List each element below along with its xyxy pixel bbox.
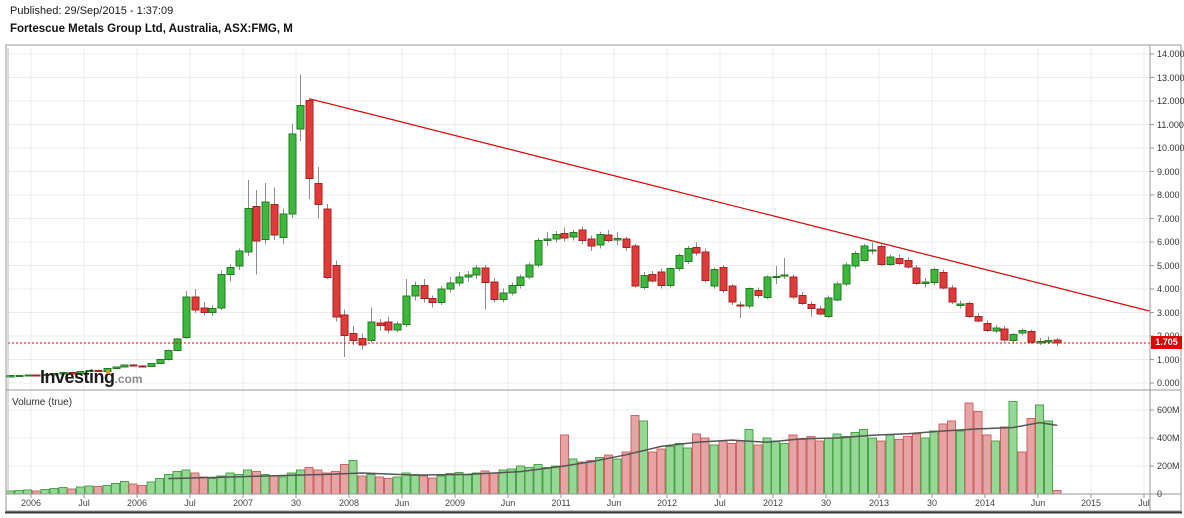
price-tick-label: 0.000 xyxy=(1157,378,1180,388)
price-tick-label: 11.000 xyxy=(1157,119,1184,130)
price-tick-label: 4.000 xyxy=(1157,284,1180,294)
volume-tick-label: 600M xyxy=(1157,405,1180,415)
time-tick-label: 2015 xyxy=(1080,498,1102,508)
price-tick-label: 6.000 xyxy=(1157,237,1180,247)
time-tick-label: 2013 xyxy=(868,498,890,508)
time-tick-label: Jun xyxy=(500,498,516,508)
price-tick-label: 14.000 xyxy=(1157,49,1184,59)
price-tick-label: 10.000 xyxy=(1157,143,1184,153)
time-tick-label: Jul xyxy=(184,498,196,508)
price-tick-label: 12.000 xyxy=(1157,96,1184,106)
price-tick-label: 8.000 xyxy=(1157,190,1180,200)
time-tick-label: 2012 xyxy=(762,498,784,508)
volume-tick-label: 0 xyxy=(1157,489,1163,499)
volume-tick-label: 200M xyxy=(1157,461,1180,471)
last-price-tag: 1.705 xyxy=(1151,336,1182,349)
time-tick-label: Jul xyxy=(78,498,90,508)
time-tick-label: Jul xyxy=(714,498,726,508)
price-tick-label: 9.000 xyxy=(1157,166,1180,177)
investing-logo: Investing.com xyxy=(40,367,143,387)
time-tick-label: 2006 xyxy=(20,498,42,508)
price-tick-label: 3.000 xyxy=(1157,307,1180,318)
investing-logo-domain: .com xyxy=(114,372,143,386)
investing-logo-brand: Investing xyxy=(40,367,115,387)
published-timestamp: Published: 29/Sep/2015 - 1:37:09 xyxy=(10,5,174,17)
price-tick-label: 5.000 xyxy=(1157,260,1180,271)
time-tick-label: Jun xyxy=(394,498,410,508)
volume-pane-label: Volume (true) xyxy=(12,397,73,408)
time-tick-label: 2009 xyxy=(444,498,466,508)
time-tick-label: 2008 xyxy=(338,498,360,508)
price-tick-label: 13.000 xyxy=(1157,72,1184,83)
time-tick-label: 2006 xyxy=(126,498,148,508)
time-tick-label: 2012 xyxy=(656,498,678,508)
time-tick-label: Jul xyxy=(1138,498,1150,508)
price-tick-label: 1.000 xyxy=(1157,354,1180,365)
price-tick-label: 7.000 xyxy=(1157,213,1180,224)
page-title: Fortescue Metals Group Ltd, Australia, A… xyxy=(10,23,293,35)
volume-tick-label: 400M xyxy=(1157,433,1180,443)
investing-logo-orange-dot xyxy=(106,370,110,374)
time-tick-label: 30 xyxy=(926,498,937,508)
time-tick-label: Jun xyxy=(606,498,622,508)
time-tick-label: 2007 xyxy=(232,498,254,508)
time-tick-label: 30 xyxy=(290,498,301,508)
time-tick-label: Jun xyxy=(1030,498,1046,508)
time-tick-label: 2014 xyxy=(974,498,996,508)
time-tick-label: 2011 xyxy=(551,498,571,508)
time-tick-label: 30 xyxy=(820,498,831,508)
